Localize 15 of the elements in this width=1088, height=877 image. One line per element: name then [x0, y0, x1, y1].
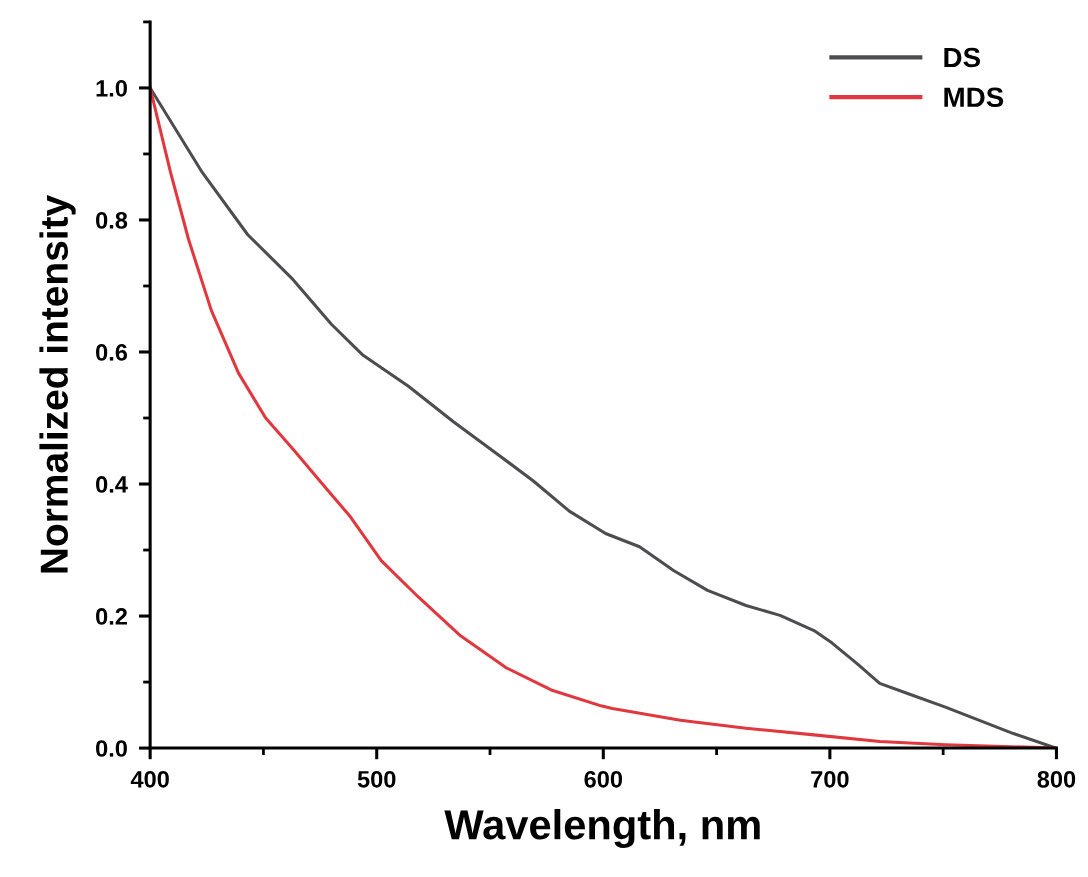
x-tick-label: 400 [130, 770, 169, 788]
y-tick-label: 0.0 [96, 740, 127, 757]
y-tick-label: 0.2 [96, 608, 127, 625]
legend-label: MDS [944, 87, 1004, 108]
y-tick-label: 0.8 [96, 212, 128, 229]
y-tick-label: 0.6 [96, 344, 128, 361]
x-axis-title: Wavelength, nm [444, 808, 760, 848]
y-axis-title: Normalized intensity [39, 195, 76, 573]
y-tick-label: 0.4 [96, 476, 128, 493]
y-tick-label: 1.0 [96, 80, 127, 97]
legend-label: DS [944, 47, 981, 68]
x-tick-label: 600 [584, 770, 623, 788]
x-tick-label: 500 [357, 770, 396, 788]
x-tick-label: 700 [811, 770, 849, 788]
x-tick-label: 800 [1037, 770, 1076, 788]
